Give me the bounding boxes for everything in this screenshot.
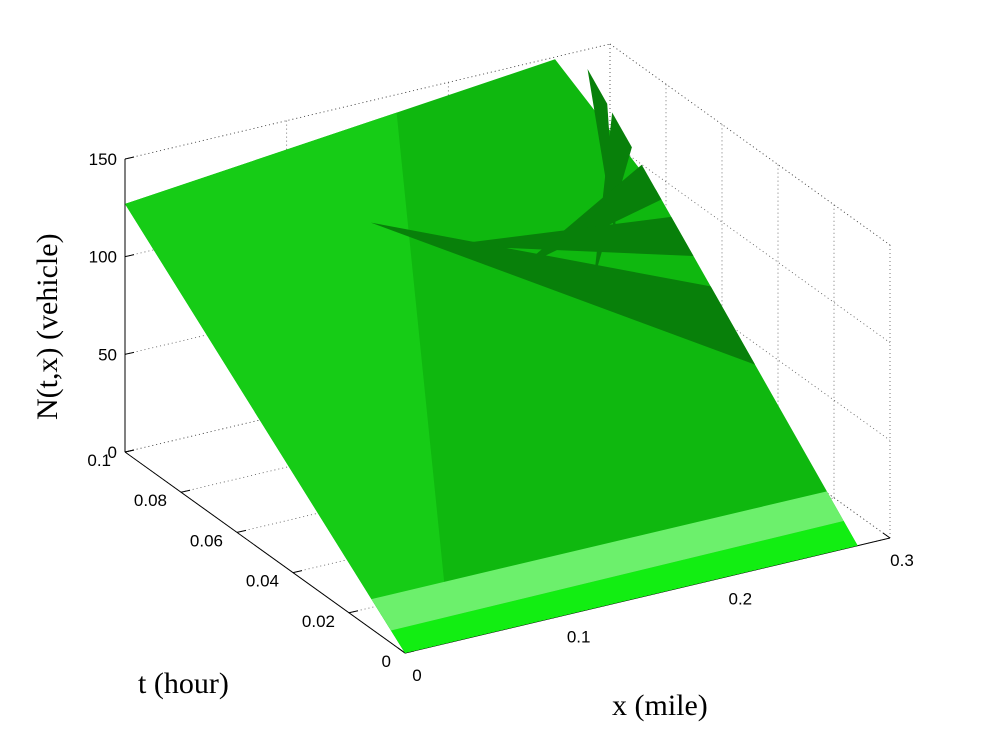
z-tick (124, 351, 135, 355)
grid-line (609, 141, 891, 343)
z-tick-label: 150 (89, 150, 117, 169)
surface-band (391, 520, 858, 653)
z-tick (124, 156, 135, 160)
z-tick-label: 0 (108, 443, 117, 462)
t-tick (404, 650, 415, 654)
x-tick-label: 0.3 (890, 551, 914, 570)
x-tick-label: 0 (412, 666, 421, 685)
t-tick (292, 570, 303, 574)
x-axis-label: x (mile) (612, 689, 708, 722)
x-tick (882, 532, 891, 539)
t-tick (236, 529, 247, 533)
z-tick-label: 100 (89, 248, 117, 267)
z-tick-label: 50 (98, 345, 117, 364)
surface-wedge (370, 222, 756, 365)
t-tick (180, 489, 191, 493)
x-tick-label: 0.1 (567, 628, 591, 647)
t-axis-line (124, 451, 406, 654)
x-tick-label: 0.2 (729, 589, 753, 608)
t-tick-label: 0.1 (87, 451, 111, 470)
x-tick (397, 647, 406, 654)
t-tick-label: 0 (382, 652, 391, 671)
z-tick (124, 254, 135, 258)
box-edge (609, 43, 891, 246)
grid-line (609, 239, 891, 441)
z-tick (124, 449, 135, 453)
t-tick-label: 0.04 (246, 572, 279, 591)
z-axis-label: N(t,x) (vehicle) (31, 233, 64, 420)
surface-highlight (125, 112, 451, 653)
y-axis-label: t (hour) (138, 667, 229, 700)
surface (125, 59, 858, 654)
surface-band (371, 491, 844, 631)
t-tick-label: 0.06 (190, 531, 223, 550)
surface-wedge (445, 216, 694, 256)
t-tick (348, 610, 359, 614)
t-tick-label: 0.02 (302, 612, 335, 631)
t-tick-label: 0.08 (134, 491, 167, 510)
